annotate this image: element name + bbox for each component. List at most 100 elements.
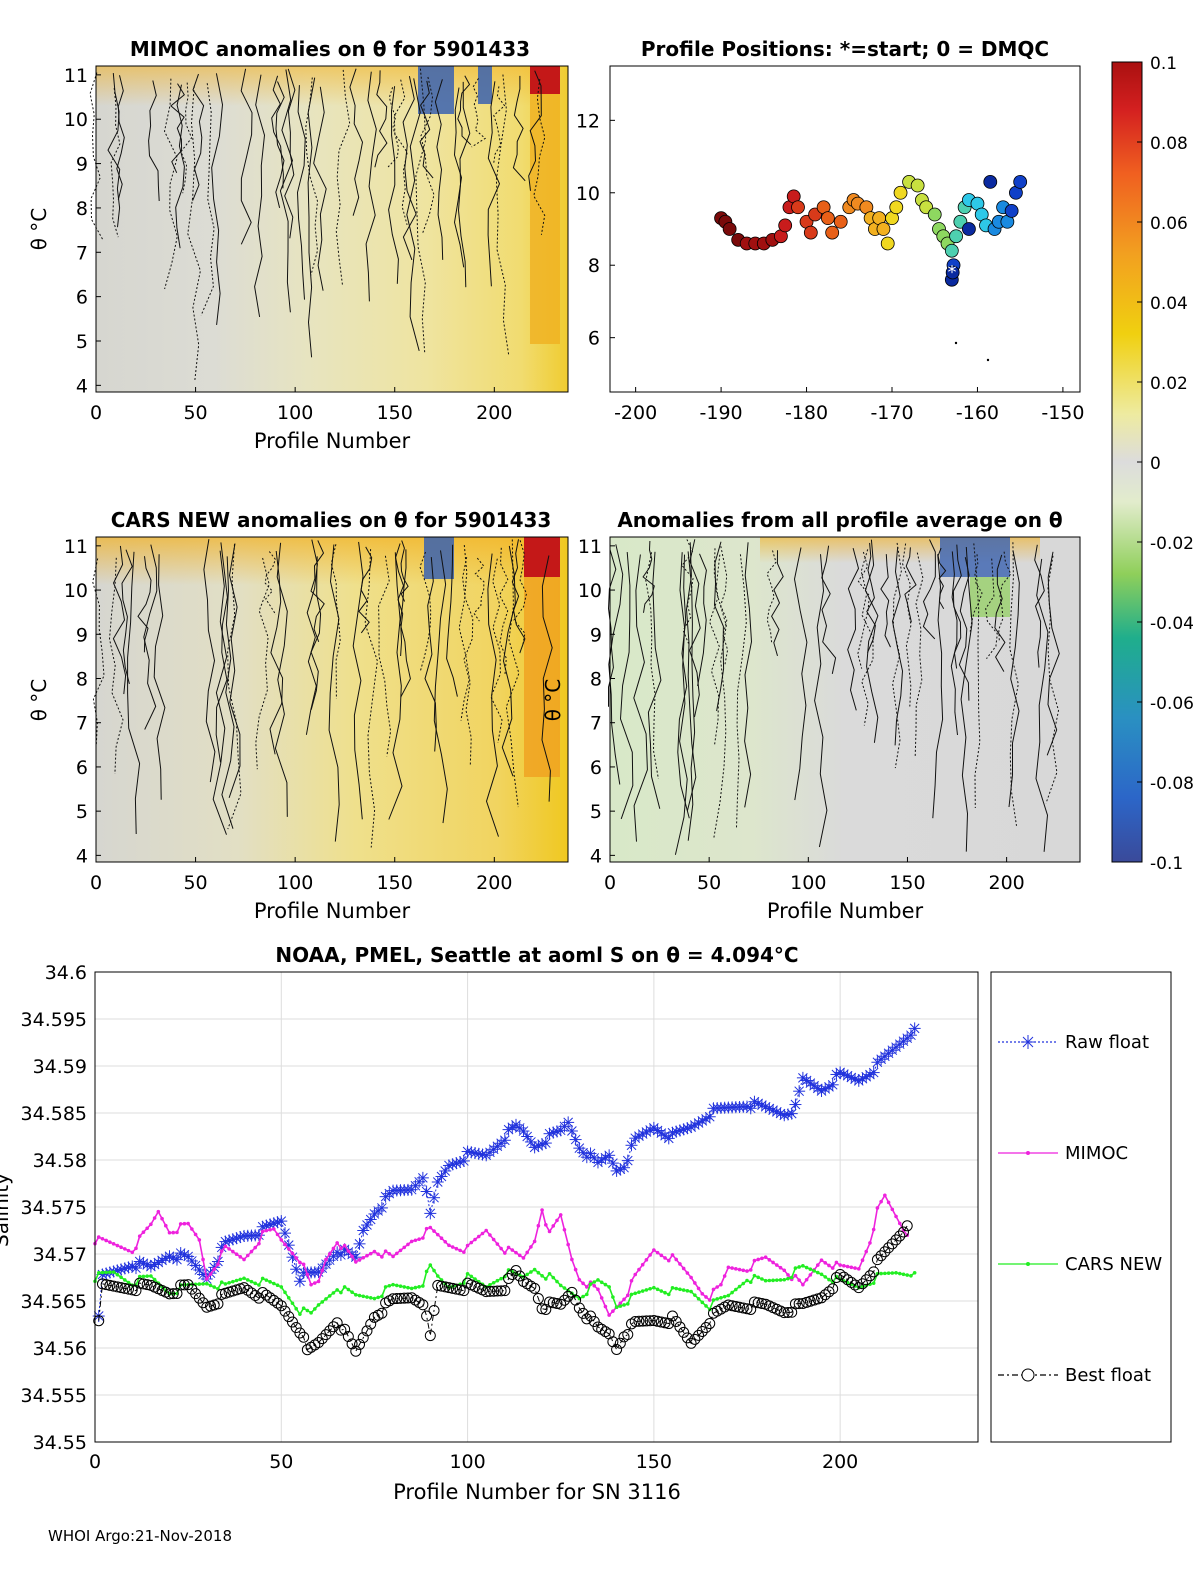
data-point (204, 1281, 209, 1286)
data-point (204, 1277, 209, 1281)
data-point (432, 1268, 436, 1273)
data-point (652, 1285, 656, 1290)
contour-line (471, 78, 487, 148)
data-point (752, 1258, 757, 1263)
allavg-x-ticks: 0 50 100 150 200 (604, 857, 1025, 894)
data-point (670, 1286, 675, 1290)
data-point (279, 1238, 284, 1242)
contour-line (187, 86, 201, 382)
data-point (722, 1299, 734, 1311)
data-point (908, 1022, 921, 1035)
data-point (320, 1329, 332, 1341)
contour-line (880, 554, 891, 648)
data-point (290, 1263, 303, 1276)
data-point (678, 1326, 690, 1338)
data-point (875, 1206, 880, 1210)
data-point (827, 1283, 839, 1295)
asterisk-stroke (276, 1216, 287, 1226)
data-point (469, 1274, 474, 1279)
data-point (372, 1249, 377, 1254)
data-point (666, 1292, 671, 1297)
data-point (260, 1289, 272, 1301)
contour-line (922, 539, 936, 640)
data-point (279, 1227, 292, 1240)
asterisk-stroke (440, 1166, 451, 1176)
colorbar-tick-label: 0.1 (1150, 54, 1177, 74)
contour-line (264, 551, 277, 615)
data-point (883, 1242, 895, 1254)
data-point (253, 1292, 265, 1304)
data-point (320, 1300, 325, 1304)
allavg-title: Anomalies from all profile average on θ (617, 508, 1062, 532)
mimoc-y-tick-label: 7 (76, 242, 88, 264)
contour-line (681, 539, 694, 644)
asterisk-stroke (272, 1217, 283, 1228)
data-point (275, 1300, 287, 1312)
asterisk-stroke (220, 1236, 231, 1247)
asterisk-stroke (842, 1070, 853, 1081)
asterisk-stroke (552, 1126, 562, 1137)
data-point (879, 1271, 883, 1276)
data-point (573, 1267, 578, 1272)
data-point (901, 1272, 906, 1277)
data-point (123, 1283, 135, 1295)
contour-line (307, 77, 316, 358)
allavg-x-tick-label: 100 (790, 872, 826, 894)
data-point (428, 1304, 440, 1316)
data-point (398, 1292, 410, 1304)
data-point (517, 1253, 522, 1258)
data-point (566, 1242, 570, 1247)
data-point (242, 1257, 246, 1262)
data-point (621, 1154, 634, 1167)
data-point (350, 1290, 354, 1294)
data-point (648, 1315, 660, 1327)
positions-x-tick-label: -150 (1041, 402, 1084, 424)
asterisk-stroke (909, 1023, 920, 1034)
data-point (767, 1258, 772, 1262)
data-point (588, 1315, 600, 1327)
asterisk-stroke (757, 1100, 767, 1110)
data-point (272, 1227, 276, 1231)
asterisk-stroke (164, 1251, 175, 1262)
asterisk-stroke (418, 1173, 428, 1183)
mimoc-x-tick-label: 200 (476, 402, 512, 424)
data-point (342, 1331, 354, 1343)
data-point (569, 1133, 582, 1146)
data-point (693, 1281, 697, 1285)
contour-line (170, 83, 185, 174)
asterisk-stroke (649, 1122, 659, 1133)
data-point (227, 1280, 231, 1285)
data-point (305, 1272, 310, 1277)
data-point (801, 1282, 805, 1287)
data-point (804, 1277, 809, 1282)
data-point (666, 1310, 678, 1322)
contour-line (633, 554, 648, 842)
data-point (525, 1250, 529, 1255)
data-point (599, 1280, 604, 1285)
data-point (845, 1264, 850, 1269)
asterisk-stroke (671, 1126, 682, 1137)
data-point (290, 1322, 302, 1334)
data-point (622, 1297, 626, 1302)
allavg-y-tick-label: 4 (590, 845, 602, 867)
data-point (119, 1275, 123, 1280)
data-point (659, 1289, 664, 1293)
data-point (129, 1262, 142, 1275)
y-tick-label: 34.57 (33, 1244, 87, 1266)
asterisk-stroke (667, 1127, 678, 1138)
data-point (789, 1275, 794, 1280)
data-point (797, 1278, 801, 1282)
data-point (428, 1263, 433, 1267)
data-point (420, 1185, 433, 1198)
data-point (778, 1278, 783, 1282)
cars-panel: CARS NEW anomalies on θ for 5901433 0 50 1… (27, 508, 569, 923)
mimoc-y-tick-label: 5 (76, 331, 88, 353)
contour-line (985, 558, 998, 660)
y-tick-label: 34.6 (45, 962, 87, 984)
data-point (834, 1260, 839, 1265)
data-point (867, 1066, 880, 1079)
data-point (421, 1236, 425, 1240)
allavg-xlabel: Profile Number (767, 899, 924, 923)
cars-x-tick-label: 100 (277, 872, 313, 894)
legend-label: CARS NEW (1065, 1254, 1162, 1275)
